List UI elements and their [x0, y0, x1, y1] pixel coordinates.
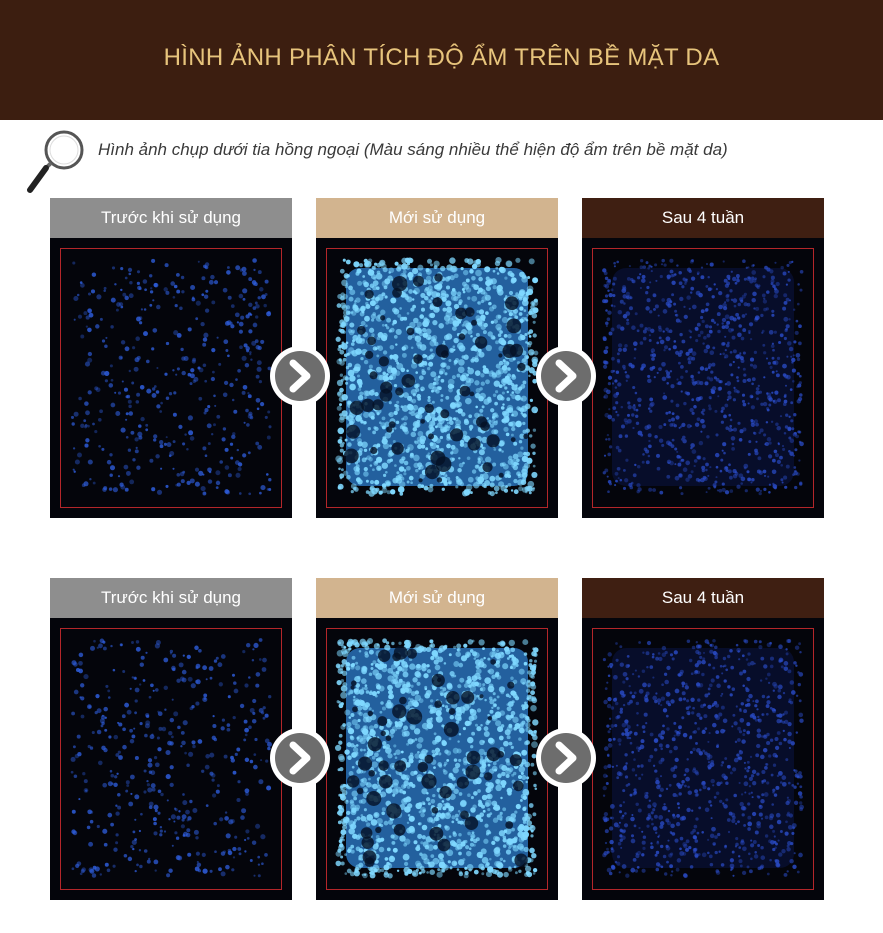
panel-label: Trước khi sử dụng — [50, 198, 292, 238]
panel-new-row2: Mới sử dụng — [316, 578, 558, 900]
chevron-right-icon — [536, 728, 596, 788]
intro-caption: Hình ảnh chụp dưới tia hồng ngoại (Màu s… — [98, 140, 728, 159]
infrared-image-new — [316, 618, 558, 900]
panel-after-row1: Sau 4 tuần — [582, 198, 824, 518]
chevron-right-icon — [270, 346, 330, 406]
header-banner: HÌNH ẢNH PHÂN TÍCH ĐỘ ẨM TRÊN BỀ MẶT DA — [0, 0, 883, 120]
panel-label: Mới sử dụng — [316, 578, 558, 618]
infrared-image-before — [50, 618, 292, 900]
panel-label: Sau 4 tuần — [582, 198, 824, 238]
page-title: HÌNH ẢNH PHÂN TÍCH ĐỘ ẨM TRÊN BỀ MẶT DA — [163, 44, 720, 71]
infrared-image-before — [50, 238, 292, 518]
panel-label: Sau 4 tuần — [582, 578, 824, 618]
panel-after-row2: Sau 4 tuần — [582, 578, 824, 900]
chevron-right-icon — [536, 346, 596, 406]
infrared-image-new — [316, 238, 558, 518]
panel-label: Mới sử dụng — [316, 198, 558, 238]
panel-label: Trước khi sử dụng — [50, 578, 292, 618]
panel-new-row1: Mới sử dụng — [316, 198, 558, 518]
panel-before-row2: Trước khi sử dụng — [50, 578, 292, 900]
magnifier-icon — [27, 130, 84, 193]
panel-before-row1: Trước khi sử dụng — [50, 198, 292, 518]
infrared-image-after — [582, 238, 824, 518]
infrared-image-after — [582, 618, 824, 900]
chevron-right-icon — [270, 728, 330, 788]
